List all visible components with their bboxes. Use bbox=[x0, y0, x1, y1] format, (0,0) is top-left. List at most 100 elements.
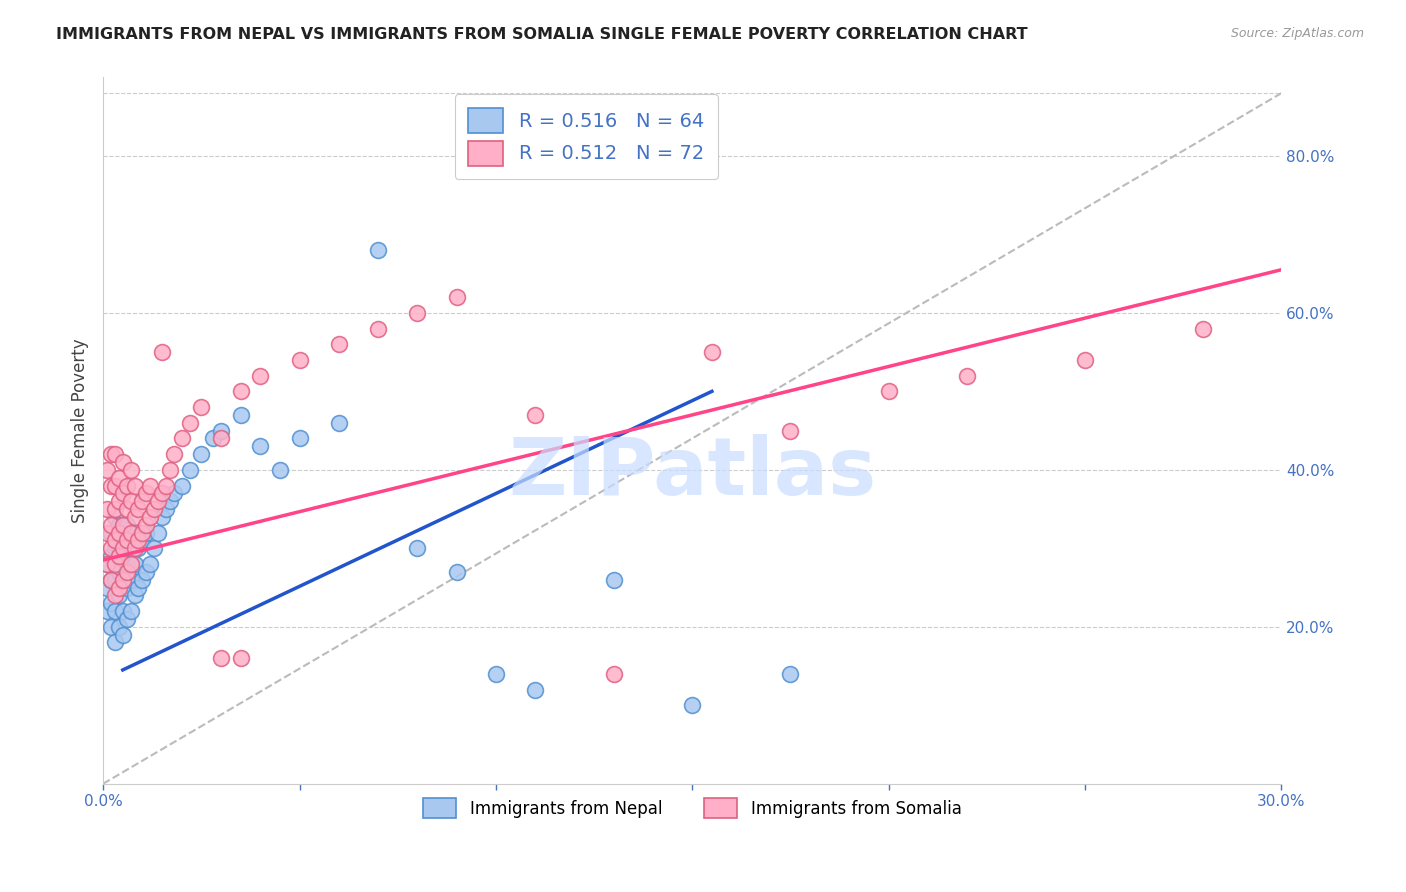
Point bbox=[155, 502, 177, 516]
Point bbox=[179, 463, 201, 477]
Point bbox=[108, 620, 131, 634]
Point bbox=[127, 502, 149, 516]
Point bbox=[96, 463, 118, 477]
Point bbox=[209, 424, 232, 438]
Point bbox=[202, 432, 225, 446]
Point bbox=[115, 612, 138, 626]
Point bbox=[100, 549, 122, 563]
Point bbox=[229, 651, 252, 665]
Point bbox=[108, 541, 131, 556]
Point bbox=[104, 557, 127, 571]
Point bbox=[131, 573, 153, 587]
Point bbox=[111, 573, 134, 587]
Point bbox=[111, 517, 134, 532]
Point bbox=[104, 478, 127, 492]
Point bbox=[524, 682, 547, 697]
Point bbox=[124, 541, 146, 556]
Text: IMMIGRANTS FROM NEPAL VS IMMIGRANTS FROM SOMALIA SINGLE FEMALE POVERTY CORRELATI: IMMIGRANTS FROM NEPAL VS IMMIGRANTS FROM… bbox=[56, 27, 1028, 42]
Point bbox=[100, 596, 122, 610]
Point bbox=[111, 541, 134, 556]
Point bbox=[96, 502, 118, 516]
Point bbox=[367, 321, 389, 335]
Point bbox=[115, 533, 138, 548]
Point bbox=[115, 557, 138, 571]
Point bbox=[100, 573, 122, 587]
Point bbox=[115, 565, 138, 579]
Point bbox=[104, 573, 127, 587]
Point bbox=[100, 541, 122, 556]
Point bbox=[249, 439, 271, 453]
Point bbox=[143, 541, 166, 556]
Point bbox=[104, 635, 127, 649]
Point bbox=[406, 306, 429, 320]
Point bbox=[229, 408, 252, 422]
Point bbox=[681, 698, 703, 713]
Point bbox=[100, 573, 122, 587]
Text: ZIPatlas: ZIPatlas bbox=[508, 434, 876, 512]
Point bbox=[124, 588, 146, 602]
Point bbox=[104, 604, 127, 618]
Point bbox=[108, 549, 131, 563]
Point bbox=[956, 368, 979, 383]
Point bbox=[131, 525, 153, 540]
Point bbox=[108, 581, 131, 595]
Point bbox=[120, 557, 142, 571]
Point bbox=[108, 517, 131, 532]
Point bbox=[104, 588, 127, 602]
Point bbox=[111, 573, 134, 587]
Y-axis label: Single Female Poverty: Single Female Poverty bbox=[72, 338, 89, 523]
Point bbox=[104, 509, 127, 524]
Point bbox=[139, 557, 162, 571]
Point bbox=[1192, 321, 1215, 335]
Point bbox=[288, 432, 311, 446]
Point bbox=[108, 494, 131, 508]
Point bbox=[120, 604, 142, 618]
Point bbox=[127, 541, 149, 556]
Point bbox=[150, 345, 173, 359]
Point bbox=[155, 478, 177, 492]
Point bbox=[127, 533, 149, 548]
Point bbox=[96, 557, 118, 571]
Point bbox=[877, 384, 900, 399]
Legend: Immigrants from Nepal, Immigrants from Somalia: Immigrants from Nepal, Immigrants from S… bbox=[416, 791, 969, 825]
Point bbox=[96, 581, 118, 595]
Point bbox=[524, 408, 547, 422]
Point bbox=[96, 557, 118, 571]
Point bbox=[209, 432, 232, 446]
Point bbox=[229, 384, 252, 399]
Point bbox=[159, 463, 181, 477]
Point bbox=[111, 627, 134, 641]
Point bbox=[446, 565, 468, 579]
Point bbox=[602, 666, 624, 681]
Point bbox=[100, 525, 122, 540]
Point bbox=[146, 525, 169, 540]
Point bbox=[446, 290, 468, 304]
Point bbox=[120, 573, 142, 587]
Point bbox=[115, 581, 138, 595]
Point bbox=[108, 565, 131, 579]
Point bbox=[104, 541, 127, 556]
Point bbox=[150, 509, 173, 524]
Point bbox=[135, 525, 157, 540]
Point bbox=[170, 478, 193, 492]
Point bbox=[100, 447, 122, 461]
Point bbox=[104, 533, 127, 548]
Point bbox=[115, 502, 138, 516]
Point bbox=[111, 455, 134, 469]
Point bbox=[120, 463, 142, 477]
Point bbox=[406, 541, 429, 556]
Point bbox=[150, 486, 173, 500]
Point bbox=[135, 486, 157, 500]
Point bbox=[120, 494, 142, 508]
Point bbox=[111, 604, 134, 618]
Point bbox=[163, 486, 186, 500]
Point bbox=[139, 509, 162, 524]
Point bbox=[100, 478, 122, 492]
Point bbox=[170, 432, 193, 446]
Point bbox=[700, 345, 723, 359]
Point bbox=[120, 525, 142, 540]
Point bbox=[131, 533, 153, 548]
Point bbox=[249, 368, 271, 383]
Point bbox=[111, 486, 134, 500]
Point bbox=[143, 502, 166, 516]
